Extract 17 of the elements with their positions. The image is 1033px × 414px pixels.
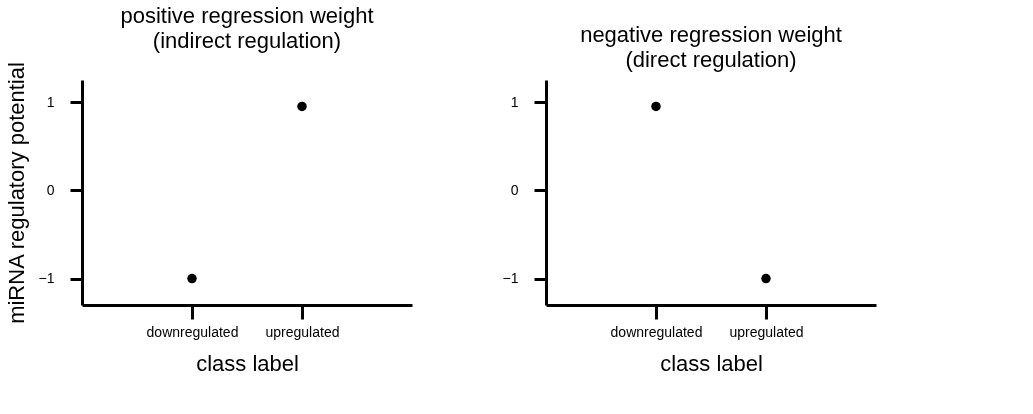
y-tick-label: −1 xyxy=(38,270,55,287)
x-axis-title: class label xyxy=(660,350,763,376)
y-axis-title: miRNA regulatory potential xyxy=(3,62,29,324)
chart-subtitle: (indirect regulation) xyxy=(152,28,342,54)
y-tick-label: 1 xyxy=(46,93,55,110)
x-tick-label: upregulated xyxy=(265,323,340,340)
chart-title: negative regression weight xyxy=(580,22,842,47)
chart-title: positive regression weight xyxy=(120,3,374,29)
x-axis-title: class label xyxy=(196,350,299,376)
x-tick-label: downregulated xyxy=(146,323,239,340)
y-tick-label: 0 xyxy=(510,181,519,198)
y-tick-label: −1 xyxy=(502,270,519,287)
y-tick-label: 1 xyxy=(510,93,519,110)
x-tick-label: downregulated xyxy=(610,323,703,340)
x-tick-label: upregulated xyxy=(729,323,804,340)
chart-subtitle: (direct regulation) xyxy=(625,47,797,72)
y-tick-label: 0 xyxy=(46,181,55,198)
